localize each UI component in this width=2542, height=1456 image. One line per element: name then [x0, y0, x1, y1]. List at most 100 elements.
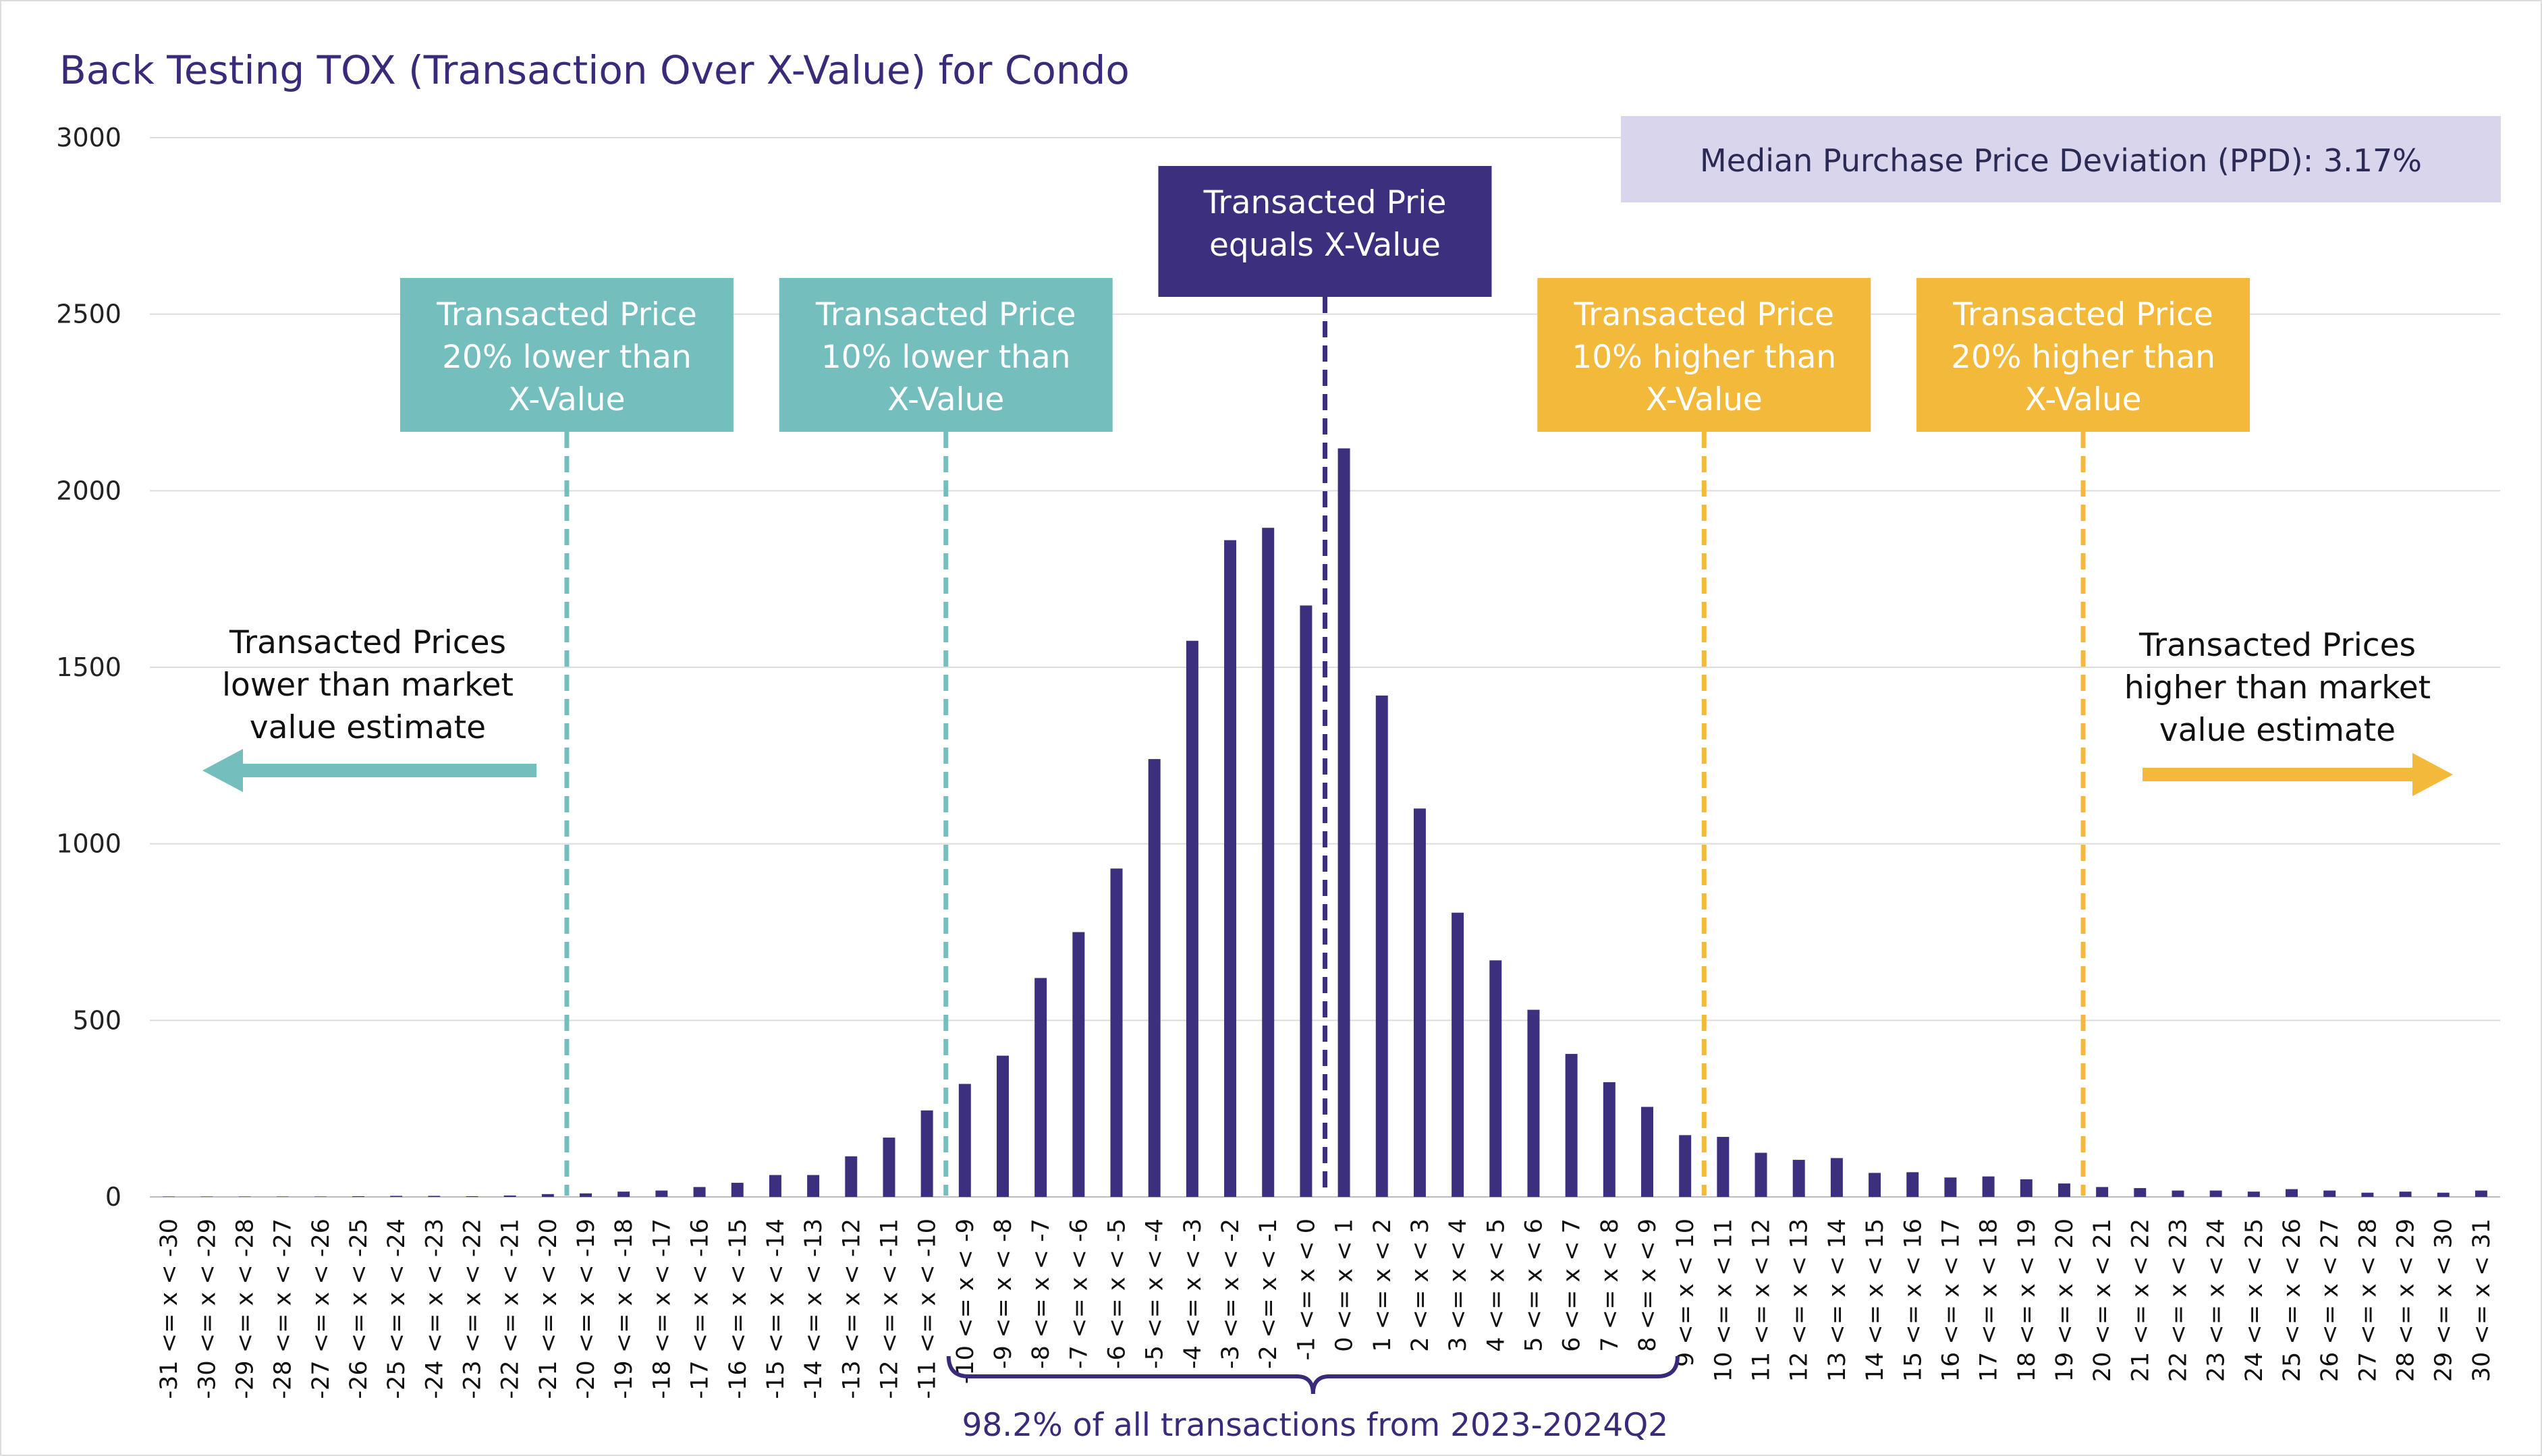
x-tick-label: 16 <= x < 17	[1937, 1219, 1964, 1382]
bar	[1034, 978, 1047, 1197]
marker-box	[399, 278, 734, 432]
bar	[1413, 808, 1426, 1197]
x-tick-label: -7 <= x < -6	[1066, 1219, 1093, 1369]
x-tick-label: -20 <= x < -19	[573, 1219, 600, 1399]
range-brace	[946, 1355, 1680, 1395]
bar	[1906, 1172, 1919, 1197]
x-tick-label: 27 <= x < 28	[2354, 1219, 2381, 1382]
y-tick-label: 1000	[56, 829, 121, 859]
x-tick-label: -2 <= x < -1	[1255, 1219, 1282, 1369]
x-tick-label: -31 <= x < -30	[156, 1219, 183, 1399]
bar	[1565, 1054, 1578, 1197]
bar	[1982, 1176, 1995, 1197]
left-note-label: Transacted Prices	[229, 624, 506, 661]
marker-box	[1916, 278, 2250, 432]
right-note-label: higher than market	[2124, 669, 2431, 706]
bar	[2057, 1183, 2070, 1197]
bar	[1110, 868, 1123, 1197]
x-tick-label: -11 <= x < -10	[914, 1219, 941, 1399]
marker-label: 20% lower than	[442, 339, 692, 376]
bar	[958, 1084, 971, 1197]
right-arrow-head	[2412, 753, 2453, 796]
x-tick-label: -29 <= x < -28	[231, 1219, 258, 1399]
bar	[390, 1196, 403, 1197]
bar	[2247, 1192, 2260, 1197]
marker-label: 10% higher than	[1572, 339, 1836, 376]
bar	[1224, 540, 1237, 1197]
bar	[693, 1187, 706, 1197]
x-tick-label: 5 <= x < 6	[1520, 1219, 1547, 1352]
x-tick-label: 9 <= x < 10	[1672, 1219, 1699, 1367]
x-tick-label: -12 <= x < -11	[876, 1219, 903, 1399]
right-note-label: Transacted Prices	[2138, 627, 2416, 664]
bar	[920, 1110, 933, 1197]
x-tick-label: -28 <= x < -27	[270, 1219, 297, 1399]
left-arrow-head	[202, 749, 243, 792]
x-tick-label: 24 <= x < 25	[2241, 1219, 2268, 1382]
bar	[1148, 759, 1161, 1197]
x-tick-label: -30 <= x < -29	[194, 1219, 221, 1399]
y-tick-label: 0	[105, 1182, 121, 1212]
bar	[1300, 605, 1313, 1197]
marker-label: Transacted Price	[815, 296, 1076, 333]
marker-box	[1537, 278, 1871, 432]
x-tick-label: -27 <= x < -26	[308, 1219, 335, 1399]
range-brace-label: 98.2% of all transactions from 2023-2024…	[962, 1407, 1669, 1444]
bar	[2172, 1190, 2184, 1197]
bar	[2361, 1192, 2374, 1197]
bar	[1792, 1160, 1805, 1197]
bar	[1262, 528, 1275, 1197]
left-note-label: value estimate	[250, 709, 486, 746]
x-tick-label: -6 <= x < -5	[1104, 1219, 1131, 1369]
bar	[1603, 1082, 1615, 1197]
bar	[503, 1195, 516, 1197]
bar	[2323, 1190, 2336, 1197]
x-tick-label: 26 <= x < 27	[2317, 1219, 2344, 1382]
bar	[1679, 1135, 1692, 1197]
marker-box	[1158, 166, 1492, 297]
bar	[2096, 1187, 2109, 1197]
bar	[2020, 1179, 2033, 1197]
bar	[1869, 1173, 1881, 1197]
x-tick-label: -18 <= x < -17	[648, 1219, 675, 1399]
bar	[238, 1196, 251, 1197]
bar	[2134, 1187, 2147, 1197]
x-tick-label: -15 <= x < -14	[763, 1219, 790, 1399]
x-tick-label: 6 <= x < 7	[1559, 1219, 1586, 1352]
x-tick-label: 2 <= x < 3	[1407, 1219, 1434, 1352]
right-note-label: value estimate	[2159, 712, 2396, 749]
bar	[1944, 1177, 1957, 1197]
bar	[997, 1055, 1009, 1197]
marker-box	[779, 278, 1113, 432]
bar	[1072, 932, 1085, 1197]
x-tick-label: 13 <= x < 14	[1824, 1219, 1851, 1382]
x-tick-label: 18 <= x < 19	[2014, 1219, 2041, 1382]
x-tick-label: -8 <= x < -7	[1028, 1219, 1055, 1369]
bar	[541, 1194, 554, 1197]
marker-label: 20% higher than	[1951, 339, 2215, 376]
x-tick-label: 22 <= x < 23	[2165, 1219, 2192, 1382]
marker-label: X-Value	[1646, 381, 1763, 418]
bar	[1452, 912, 1464, 1197]
bar	[580, 1193, 592, 1197]
x-tick-label: 15 <= x < 16	[1900, 1219, 1927, 1382]
x-tick-label: 19 <= x < 20	[2051, 1219, 2078, 1382]
bar	[1337, 448, 1350, 1197]
bar	[276, 1196, 289, 1197]
bar	[617, 1192, 630, 1197]
x-tick-label: 10 <= x < 11	[1710, 1219, 1737, 1382]
bar	[845, 1156, 858, 1197]
bar	[2475, 1190, 2487, 1197]
x-tick-label: -5 <= x < -4	[1142, 1219, 1169, 1369]
y-tick-label: 2500	[56, 300, 121, 329]
x-tick-label: 3 <= x < 4	[1445, 1219, 1472, 1352]
marker-label: X-Value	[887, 381, 1004, 418]
y-tick-label: 2000	[56, 476, 121, 505]
x-tick-label: -26 <= x < -25	[346, 1219, 372, 1399]
marker-label: X-Value	[2024, 381, 2141, 418]
marker-label: Transacted Prie	[1203, 184, 1447, 221]
y-tick-label: 3000	[56, 123, 121, 152]
bar	[466, 1196, 478, 1197]
